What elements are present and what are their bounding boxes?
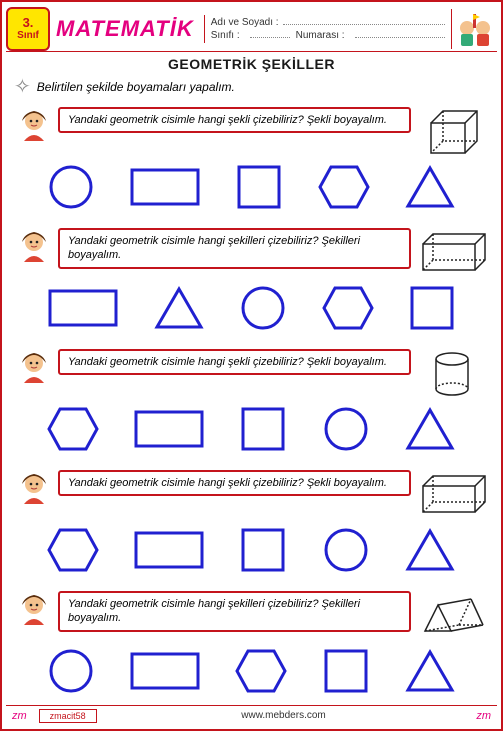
number-blank[interactable] [355, 30, 445, 38]
circle-shape[interactable] [322, 526, 370, 579]
name-blank[interactable] [283, 17, 445, 25]
question-block: Yandaki geometrik cisimle hangi şekiller… [16, 228, 487, 278]
kids-decoration-icon [451, 9, 497, 49]
rectangle-shape[interactable] [133, 530, 205, 575]
footer-url: www.mebders.com [97, 710, 471, 721]
question-text: Yandaki geometrik cisimle hangi şekli çi… [58, 107, 411, 133]
shape-options-row [16, 157, 487, 224]
worksheet-title: GEOMETRİK ŞEKİLLER [6, 52, 497, 72]
circle-shape[interactable] [47, 647, 95, 700]
hexagon-shape[interactable] [47, 526, 99, 579]
class-blank[interactable] [250, 30, 290, 38]
shape-options-row [16, 641, 487, 708]
rect_prism-solid-icon [417, 228, 487, 278]
circle-shape[interactable] [322, 405, 370, 458]
rectangle-shape[interactable] [133, 409, 205, 454]
triangle-shape[interactable] [404, 648, 456, 699]
child-avatar-icon [16, 228, 52, 264]
grade-number: 3. [23, 16, 34, 30]
square-shape[interactable] [239, 526, 287, 579]
square-shape[interactable] [408, 284, 456, 337]
child-avatar-icon [16, 470, 52, 506]
hexagon-shape[interactable] [322, 284, 374, 337]
square-shape[interactable] [322, 647, 370, 700]
cylinder-solid-icon [417, 349, 487, 399]
question-block: Yandaki geometrik cisimle hangi şekli çi… [16, 349, 487, 399]
class-number-row: Sınıfı : Numarası : [211, 30, 445, 41]
circle-shape[interactable] [239, 284, 287, 337]
header-bar: 3. Sınıf MATEMATİK Adı ve Soyadı : Sınıf… [6, 6, 497, 52]
question-block: Yandaki geometrik cisimle hangi şekli çi… [16, 107, 487, 157]
cube-solid-icon [417, 107, 487, 157]
question-text: Yandaki geometrik cisimle hangi şekiller… [58, 228, 411, 269]
question-block: Yandaki geometrik cisimle hangi şekiller… [16, 591, 487, 641]
subject-title: MATEMATİK [56, 16, 204, 42]
worksheet-page: 3. Sınıf MATEMATİK Adı ve Soyadı : Sınıf… [0, 0, 503, 731]
triangle-shape[interactable] [404, 527, 456, 578]
grade-label: Sınıf [17, 30, 39, 41]
hexagon-shape[interactable] [235, 647, 287, 700]
question-text: Yandaki geometrik cisimle hangi şekli çi… [58, 349, 411, 375]
shape-options-row [16, 278, 487, 345]
triangle-shape[interactable] [153, 285, 205, 336]
child-avatar-icon [16, 591, 52, 627]
triangle-shape[interactable] [404, 164, 456, 215]
instruction-text: Belirtilen şekilde boyamaları yapalım. [37, 80, 235, 94]
question-block: Yandaki geometrik cisimle hangi şekli çi… [16, 470, 487, 520]
hexagon-shape[interactable] [318, 163, 370, 216]
questions-container: Yandaki geometrik cisimle hangi şekli çi… [6, 107, 497, 708]
rectangle-shape[interactable] [129, 167, 201, 212]
footer-logo-right: zm [470, 710, 497, 722]
question-text: Yandaki geometrik cisimle hangi şekiller… [58, 591, 411, 632]
child-avatar-icon [16, 107, 52, 143]
rectangle-shape[interactable] [129, 651, 201, 696]
rectangle-shape[interactable] [47, 288, 119, 333]
number-label: Numarası : [296, 30, 345, 41]
square-shape[interactable] [235, 163, 283, 216]
instruction-row: ✧ Belirtilen şekilde boyamaları yapalım. [6, 72, 497, 103]
tri_prism-solid-icon [417, 591, 487, 641]
hexagon-shape[interactable] [47, 405, 99, 458]
footer-author-tag: zmacit58 [39, 709, 97, 723]
footer-bar: zm zmacit58 www.mebders.com zm [6, 705, 497, 725]
footer-logo-left: zm [6, 710, 33, 722]
shape-options-row [16, 399, 487, 466]
shape-options-row [16, 520, 487, 587]
rect_prism-solid-icon [417, 470, 487, 520]
name-label: Adı ve Soyadı : [211, 17, 279, 28]
triangle-shape[interactable] [404, 406, 456, 457]
class-label: Sınıfı : [211, 30, 240, 41]
student-info-box: Adı ve Soyadı : Sınıfı : Numarası : [204, 15, 451, 43]
star-icon: ✧ [14, 74, 31, 99]
question-text: Yandaki geometrik cisimle hangi şekli çi… [58, 470, 411, 496]
square-shape[interactable] [239, 405, 287, 458]
circle-shape[interactable] [47, 163, 95, 216]
child-avatar-icon [16, 349, 52, 385]
name-row: Adı ve Soyadı : [211, 17, 445, 28]
grade-badge: 3. Sınıf [6, 7, 50, 51]
